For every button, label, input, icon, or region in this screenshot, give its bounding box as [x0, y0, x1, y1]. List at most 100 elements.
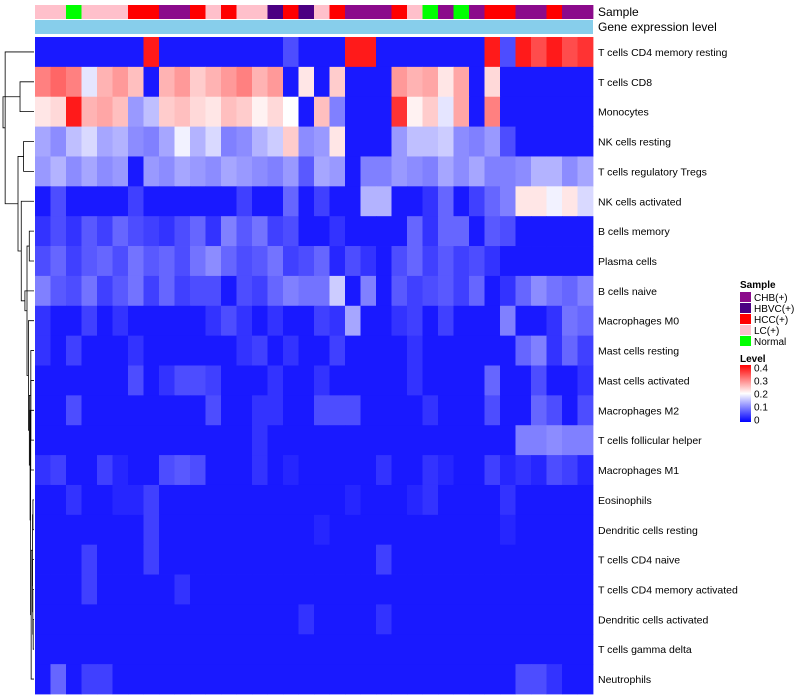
heatmap-cell: [50, 335, 67, 366]
heatmap-cell: [252, 484, 268, 516]
heatmap-cell: [97, 395, 113, 426]
dendrogram-branch: [32, 618, 34, 650]
heatmap-cell: [515, 96, 532, 127]
legend-level-tick: 0: [754, 416, 760, 427]
heatmap-cell: [35, 484, 51, 516]
heatmap-cell: [314, 37, 330, 68]
heatmap-cell: [438, 96, 454, 127]
heatmap-cell: [515, 544, 532, 575]
legend-level-colorbar: [740, 365, 751, 422]
heatmap-cell: [236, 634, 253, 665]
heatmap-cell: [159, 66, 175, 98]
heatmap-cell: [283, 96, 299, 127]
row-label: Dendritic cells activated: [598, 614, 708, 626]
heatmap-cell: [97, 126, 113, 157]
sample-cell: [283, 5, 299, 19]
heatmap-cell: [66, 335, 82, 366]
heatmap-cell: [81, 156, 98, 187]
sample-cell: [391, 5, 408, 19]
sample-cell: [267, 5, 284, 19]
heatmap-cell: [236, 664, 253, 695]
heatmap-cell: [267, 544, 284, 575]
heatmap-cell: [329, 246, 346, 277]
heatmap-cell: [376, 425, 392, 456]
heatmap-cell: [298, 574, 315, 605]
heatmap-cell: [143, 574, 160, 605]
heatmap-cell: [453, 664, 470, 695]
heatmap-cell: [283, 634, 299, 665]
heatmap-cell: [546, 484, 563, 516]
heatmap-cell: [329, 514, 346, 546]
heatmap-cell: [422, 216, 439, 247]
heatmap-cell: [81, 395, 98, 426]
heatmap-cell: [283, 425, 299, 456]
heatmap-cell: [143, 604, 160, 635]
heatmap-cell: [562, 514, 578, 546]
heatmap-cell: [50, 186, 67, 217]
heatmap-cell: [329, 156, 346, 187]
sample-cell: [314, 5, 330, 19]
heatmap-cell: [469, 216, 485, 247]
heatmap-cell: [329, 275, 346, 307]
heatmap-cell: [500, 484, 516, 516]
heatmap-cell: [329, 96, 346, 127]
heatmap-cell: [376, 335, 392, 366]
heatmap-cell: [546, 664, 563, 695]
heatmap-cell: [50, 156, 67, 187]
heatmap-cell: [174, 544, 191, 575]
heatmap-cell: [577, 544, 594, 575]
heatmap-cell: [159, 156, 175, 187]
heatmap-cell: [484, 275, 501, 307]
heatmap-cell: [112, 37, 129, 68]
heatmap-cell: [143, 484, 160, 516]
heatmap-cell: [360, 425, 377, 456]
row-label: Plasma cells: [598, 256, 657, 268]
heatmap-cell: [298, 305, 315, 337]
heatmap-cell: [577, 484, 594, 516]
heatmap-cell: [345, 425, 361, 456]
sample-cell: [143, 5, 160, 19]
sample-cell: [546, 5, 563, 19]
heatmap-cell: [407, 156, 423, 187]
heatmap-cell: [252, 574, 268, 605]
sample-cell: [174, 5, 191, 19]
heatmap-cell: [159, 455, 175, 486]
heatmap-cell: [298, 634, 315, 665]
heatmap-cell: [128, 246, 144, 277]
dendrogram-branch: [2, 96, 21, 129]
heatmap-cell: [298, 186, 315, 217]
heatmap-cell: [577, 156, 594, 187]
heatmap-cell: [252, 275, 268, 307]
heatmap-cell: [221, 246, 237, 277]
sample-cell: [35, 5, 51, 19]
heatmap-cell: [314, 425, 330, 456]
heatmap-cell: [376, 156, 392, 187]
heatmap-cell: [112, 305, 129, 337]
heatmap-cell: [174, 156, 191, 187]
heatmap-cell: [112, 634, 129, 665]
heatmap-cell: [500, 395, 516, 426]
heatmap-cell: [174, 604, 191, 635]
heatmap-cell: [81, 365, 98, 396]
heatmap-cell: [453, 37, 470, 68]
heatmap-cell: [453, 156, 470, 187]
heatmap-cell: [577, 216, 594, 247]
heatmap-cell: [546, 186, 563, 217]
row-label: T cells CD4 naive: [598, 555, 680, 567]
heatmap-cell: [546, 604, 563, 635]
heatmap-cell: [267, 574, 284, 605]
heatmap-cell: [345, 246, 361, 277]
heatmap-cell: [97, 634, 113, 665]
heatmap-cell: [190, 544, 206, 575]
heatmap-cell: [577, 425, 594, 456]
heatmap-cell: [252, 544, 268, 575]
heatmap-cell: [577, 395, 594, 426]
heatmap-cell: [205, 246, 222, 277]
heatmap-cell: [97, 37, 113, 68]
heatmap-cell: [174, 395, 191, 426]
heatmap-cell: [81, 126, 98, 157]
heatmap-cell: [112, 216, 129, 247]
heatmap-cell: [221, 335, 237, 366]
heatmap-cell: [577, 126, 594, 157]
heatmap-cell: [205, 425, 222, 456]
